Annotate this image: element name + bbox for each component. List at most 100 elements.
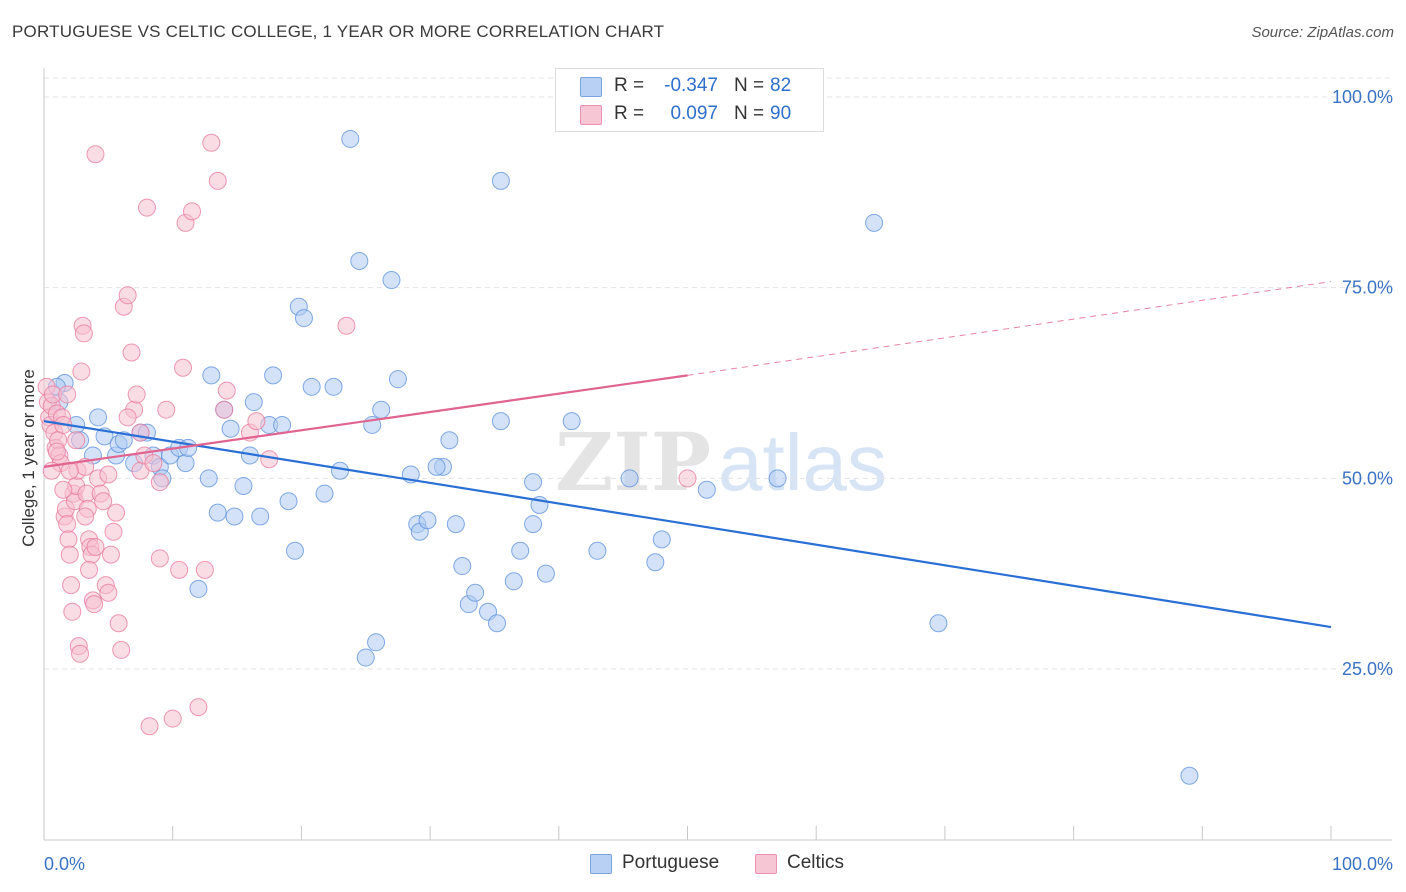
portuguese-point (367, 633, 386, 652)
celtics-point (208, 171, 227, 190)
celtics-point (217, 381, 236, 400)
celtics-point (59, 530, 78, 549)
celtics-point (80, 560, 99, 579)
portuguese-point (427, 457, 446, 476)
celtics-trendline (43, 374, 688, 468)
celtics-point (260, 450, 279, 469)
portuguese-point (341, 129, 360, 148)
portuguese-point (524, 473, 543, 492)
celtics-point (137, 198, 156, 217)
celtics-point (112, 640, 131, 659)
x-tick-label: 100.0% (1332, 854, 1393, 874)
celtics-point (71, 644, 90, 663)
celtics-point (247, 412, 266, 431)
y-axis-label: College, 1 year or more (19, 369, 38, 547)
portuguese-point (865, 213, 884, 232)
portuguese-point (302, 377, 321, 396)
portuguese-point (620, 469, 639, 488)
celtics-legend-swatch (755, 854, 777, 874)
portuguese-point (536, 564, 555, 583)
portuguese-point (350, 251, 369, 270)
celtics-point (86, 145, 105, 164)
portuguese-point (294, 309, 313, 328)
portuguese-point (511, 541, 530, 560)
portuguese-point (453, 557, 472, 576)
portuguese-point (372, 400, 391, 419)
celtics-swatch (580, 105, 602, 125)
portuguese-point (1180, 766, 1199, 785)
celtics-point (47, 442, 66, 461)
n-label: N = (734, 103, 765, 124)
r-value: -0.347 (664, 75, 718, 96)
portuguese-point (588, 541, 607, 560)
y-tick-label: 100.0% (1332, 87, 1393, 107)
x-tick-label: 0.0% (44, 854, 85, 874)
celtics-point (99, 465, 118, 484)
r-value: 0.097 (670, 103, 718, 124)
watermark-atlas: atlas (718, 418, 887, 507)
portuguese-point (176, 454, 195, 473)
portuguese-point (491, 412, 510, 431)
portuguese-point (324, 377, 343, 396)
n-value: 82 (770, 75, 792, 96)
celtics-point (127, 385, 146, 404)
celtics-point (337, 316, 356, 335)
portuguese-point (273, 415, 292, 434)
portuguese-legend-swatch (590, 854, 612, 874)
celtics-point (58, 515, 77, 534)
portuguese-point (202, 366, 221, 385)
portuguese-point (646, 553, 665, 572)
portuguese-point (208, 503, 227, 522)
celtics-point (144, 454, 163, 473)
celtics-point (63, 602, 82, 621)
celtics-point (94, 492, 113, 511)
portuguese-point (446, 515, 465, 534)
celtics-point (202, 133, 221, 152)
portuguese-point (382, 271, 401, 290)
portuguese-point (331, 461, 350, 480)
portuguese-point (221, 419, 240, 438)
celtics-point (118, 408, 137, 427)
celtics-point (140, 717, 159, 736)
portuguese-point (440, 431, 459, 450)
portuguese-legend-label: Portuguese (622, 852, 720, 873)
portuguese-point (189, 579, 208, 598)
portuguese-point (114, 431, 133, 450)
portuguese-point (199, 469, 218, 488)
chart-title: PORTUGUESE VS CELTIC COLLEGE, 1 YEAR OR … (12, 22, 665, 41)
n-value: 90 (770, 103, 792, 124)
portuguese-trendline (43, 420, 1332, 629)
celtics-legend-label: Celtics (787, 852, 845, 873)
celtics-point (86, 537, 105, 556)
celtics-point (109, 614, 128, 633)
portuguese-point (234, 476, 253, 495)
r-label: R = (614, 103, 645, 124)
stats-legend: R = -0.347 N = 82 R = 0.097 N = 90 (555, 68, 824, 132)
celtics-point (60, 545, 79, 564)
celtics-point (104, 522, 123, 541)
y-tick-label: 50.0% (1342, 468, 1393, 488)
celtics-point (99, 583, 118, 602)
portuguese-point (264, 366, 283, 385)
celtics-point (122, 343, 141, 362)
celtics-point (170, 560, 189, 579)
portuguese-point (356, 648, 375, 667)
celtics-point (150, 549, 169, 568)
portuguese-swatch (580, 77, 602, 97)
celtics-point (85, 595, 104, 614)
celtics-point (67, 431, 86, 450)
portuguese-point (466, 583, 485, 602)
celtics-point (678, 469, 697, 488)
portuguese-point (418, 511, 437, 530)
y-tick-label: 25.0% (1342, 659, 1393, 679)
portuguese-point (89, 408, 108, 427)
portuguese-point (929, 614, 948, 633)
portuguese-point (652, 530, 671, 549)
celtics-point (62, 576, 81, 595)
portuguese-point (697, 480, 716, 499)
portuguese-point (488, 614, 507, 633)
portuguese-point (388, 370, 407, 389)
celtics-point (72, 362, 91, 381)
celtics-trendline-extension (687, 281, 1332, 376)
portuguese-point (504, 572, 523, 591)
